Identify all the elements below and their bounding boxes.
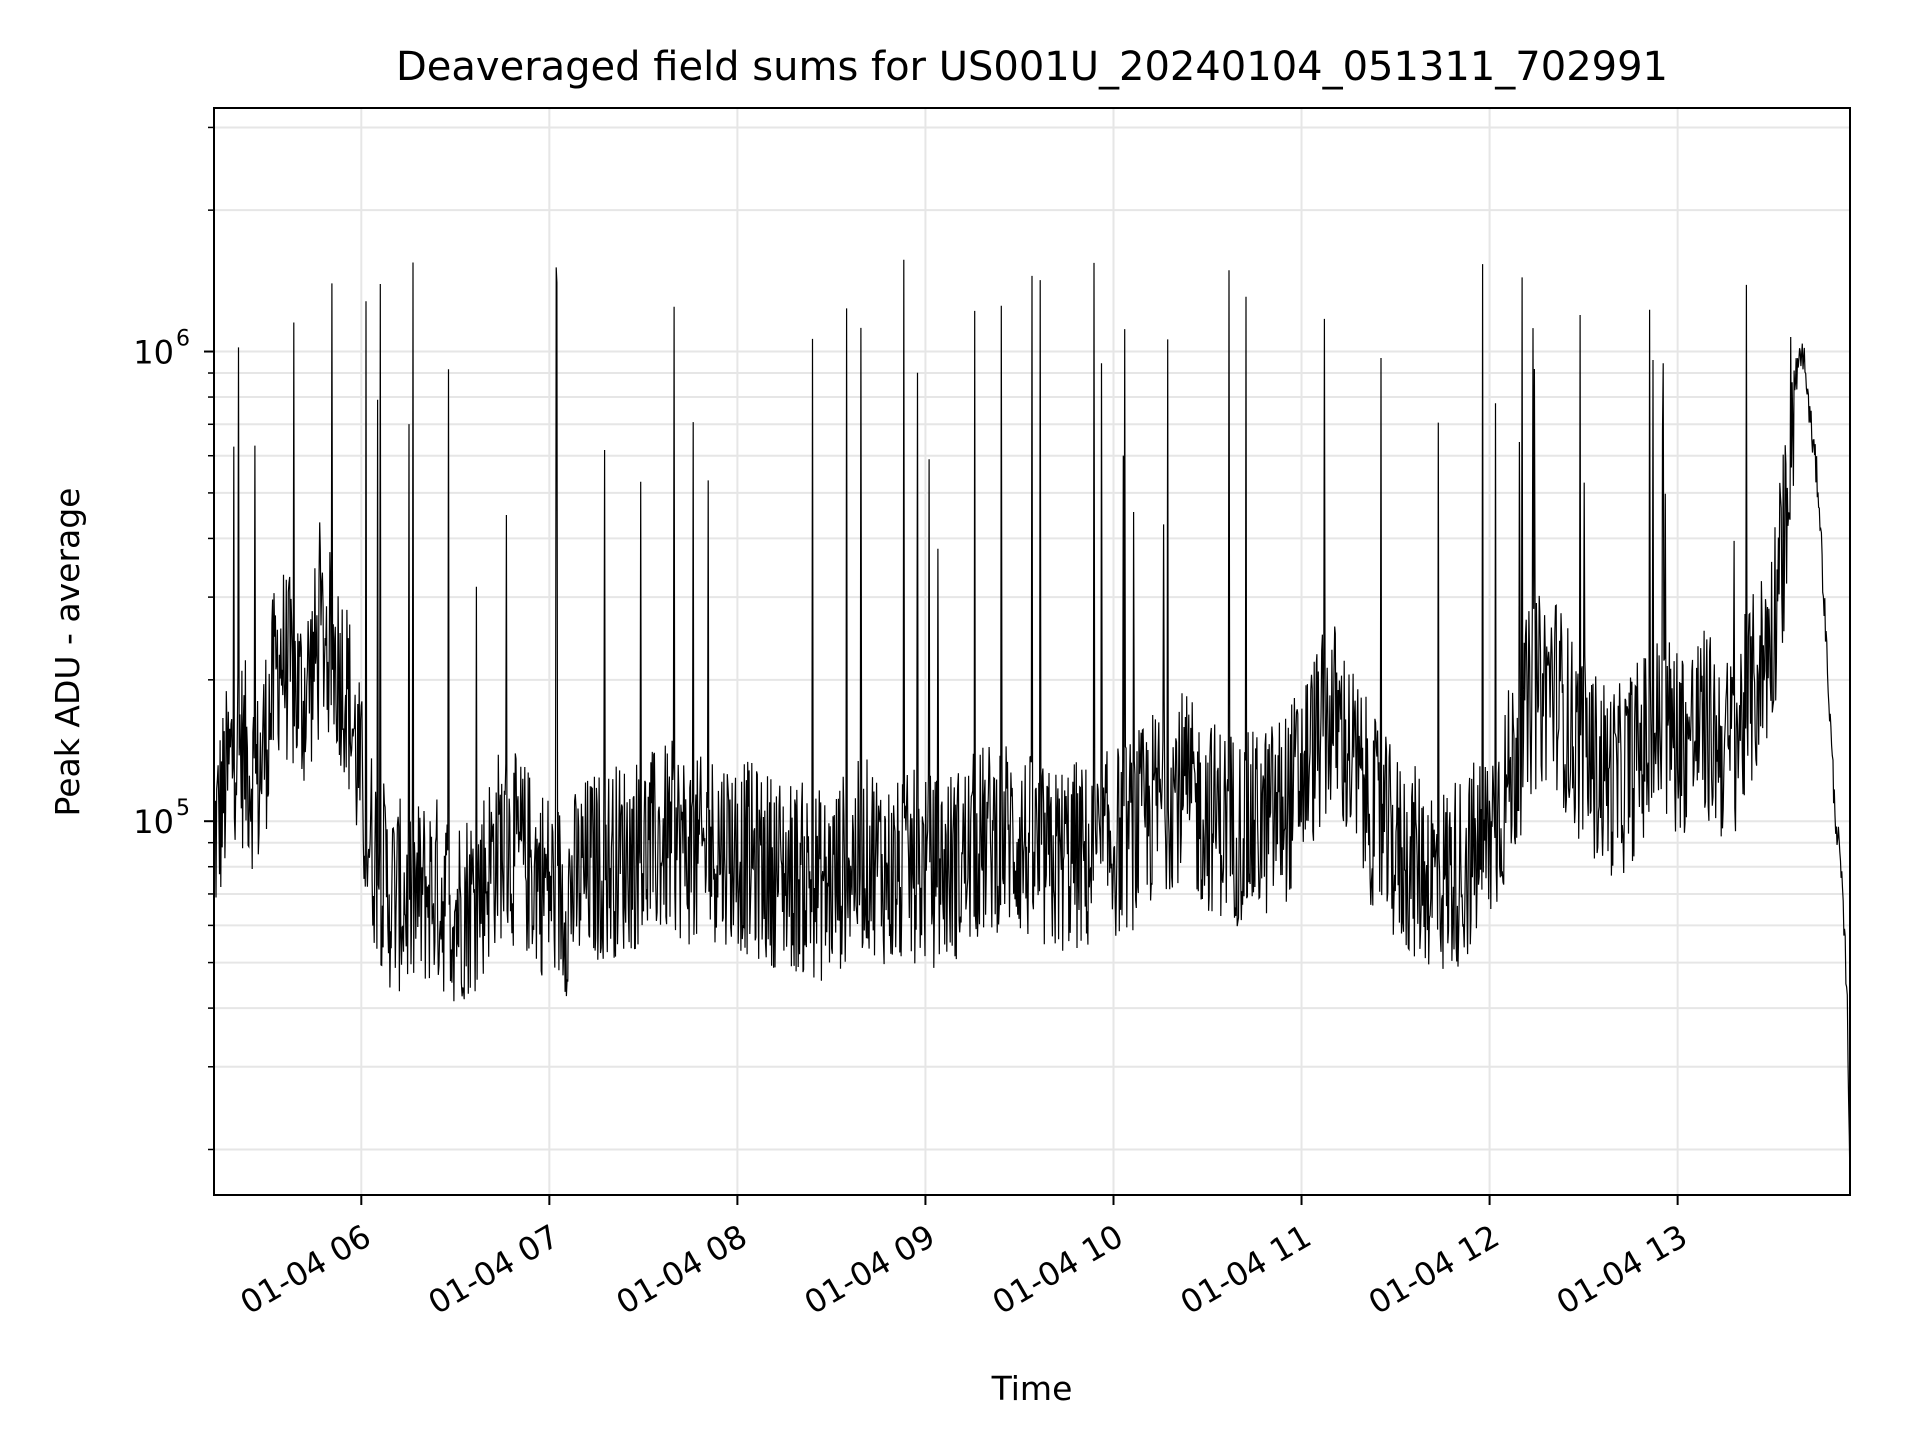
y-axis-label: Peak ADU - average — [48, 488, 87, 817]
plot-area-frame — [213, 107, 1851, 1196]
series-line — [213, 259, 1851, 1188]
y-tick-label: 10 — [133, 334, 174, 372]
chart-title: Deaveraged field sums for US001U_2024010… — [396, 44, 1668, 90]
series-layer — [213, 259, 1851, 1188]
y-tick-label: 10 — [133, 803, 174, 841]
x-axis-label: Time — [991, 1369, 1073, 1408]
y-tick-exponent: 6 — [176, 327, 190, 352]
y-tick-exponent: 5 — [176, 796, 190, 821]
